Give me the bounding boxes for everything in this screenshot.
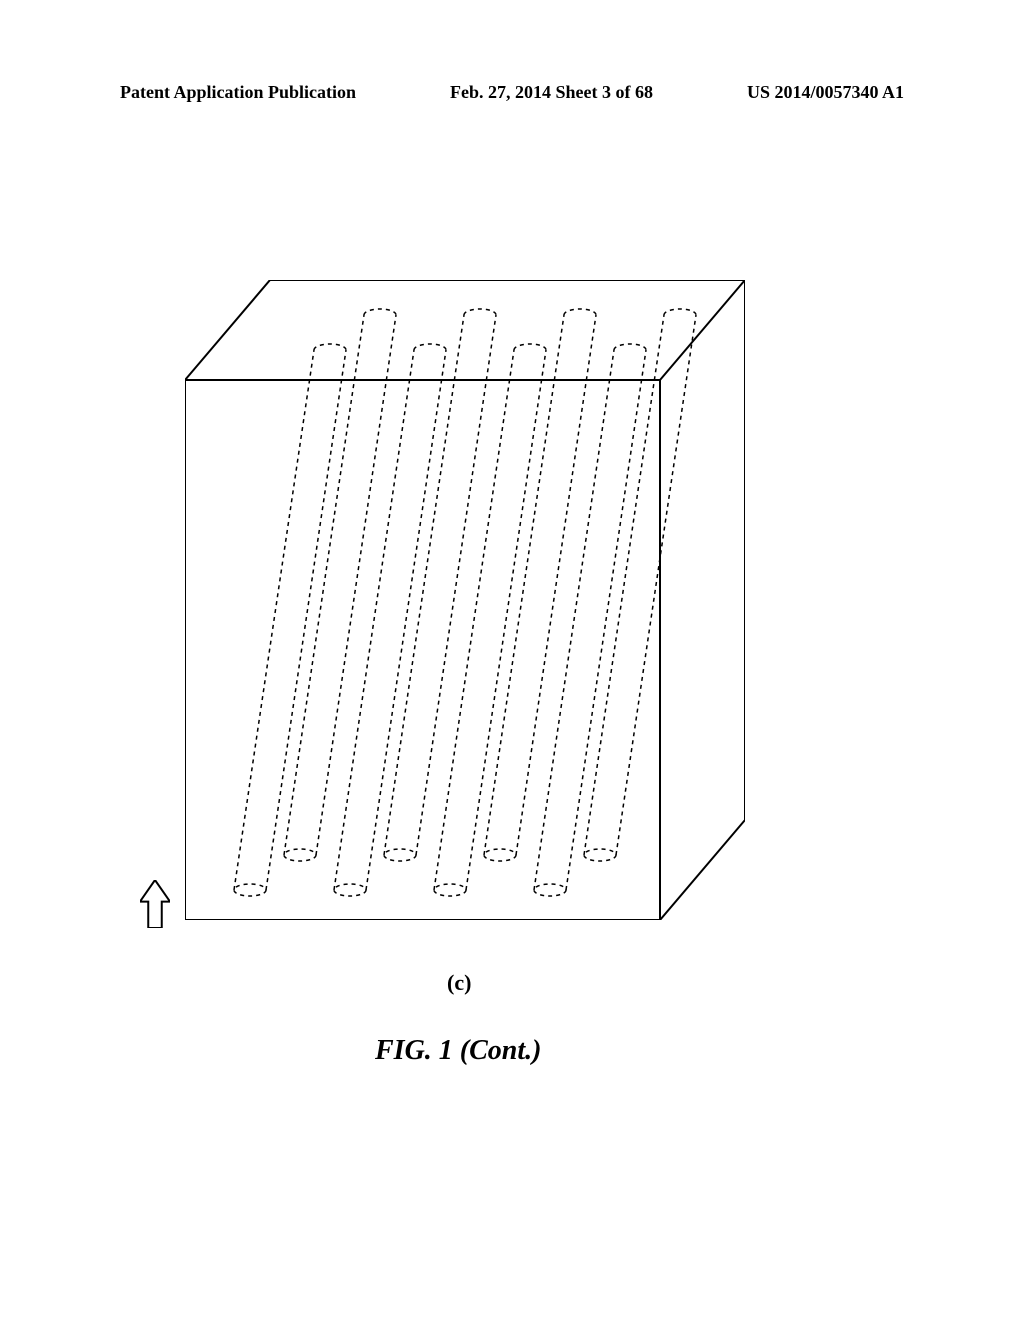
- panel-label: (c): [447, 970, 471, 996]
- figure-svg: [185, 280, 745, 920]
- header-right: US 2014/0057340 A1: [747, 82, 904, 103]
- arrow-icon: [140, 880, 170, 928]
- header-left: Patent Application Publication: [120, 82, 356, 103]
- inlet-arrow: [140, 880, 170, 933]
- header-center: Feb. 27, 2014 Sheet 3 of 68: [450, 82, 653, 103]
- page-header: Patent Application Publication Feb. 27, …: [0, 82, 1024, 103]
- figure-caption: FIG. 1 (Cont.): [375, 1035, 541, 1067]
- figure-box: [185, 280, 745, 920]
